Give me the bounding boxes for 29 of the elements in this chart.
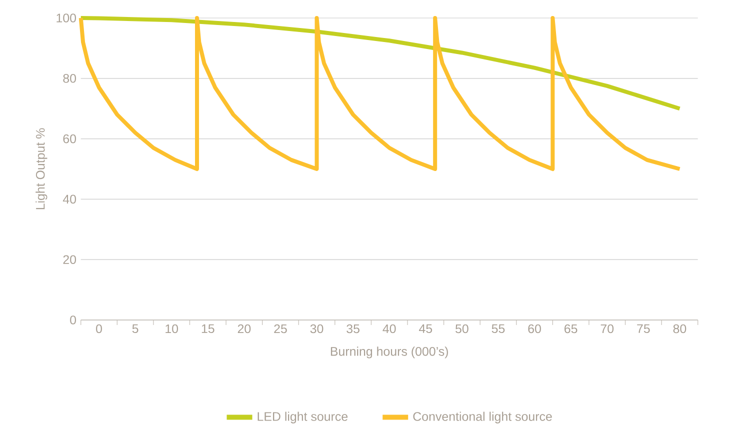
x-tick-label: 20 xyxy=(238,324,251,334)
legend-label: LED light source xyxy=(258,412,348,424)
x-tick-label: 45 xyxy=(419,324,432,334)
y-tick-label: 20 xyxy=(63,255,76,264)
x-tick-label: 30 xyxy=(310,324,324,334)
x-tick-label: 0 xyxy=(96,324,102,334)
legend-label: Conventional light source xyxy=(413,412,552,424)
x-tick-label: 55 xyxy=(492,324,505,334)
x-tick-label: 50 xyxy=(456,324,468,334)
y-tick-label: 100 xyxy=(56,14,76,22)
x-tick-label: 60 xyxy=(528,324,541,334)
x-tick-label: 15 xyxy=(202,324,214,334)
x-tick-label: 65 xyxy=(564,324,578,334)
x-tick-label: 40 xyxy=(382,324,396,334)
y-tick-label: 0 xyxy=(70,316,76,324)
x-tick-label: 5 xyxy=(132,324,138,334)
y-tick-label: 40 xyxy=(62,194,76,204)
x-tick-label: 70 xyxy=(600,324,614,334)
y-axis-title: Light Output % xyxy=(36,128,48,210)
x-tick-label: 10 xyxy=(166,324,178,334)
x-tick-label: 75 xyxy=(637,324,650,334)
x-tick-label: 80 xyxy=(673,324,686,334)
x-tick-label: 25 xyxy=(274,324,287,334)
x-axis-title: Burning hours (000’s) xyxy=(330,346,448,358)
line-series xyxy=(78,16,682,171)
y-tick-label: 80 xyxy=(63,74,76,83)
y-tick-label: 60 xyxy=(63,134,76,144)
x-tick-label: 35 xyxy=(346,324,360,334)
line-series xyxy=(78,16,682,111)
